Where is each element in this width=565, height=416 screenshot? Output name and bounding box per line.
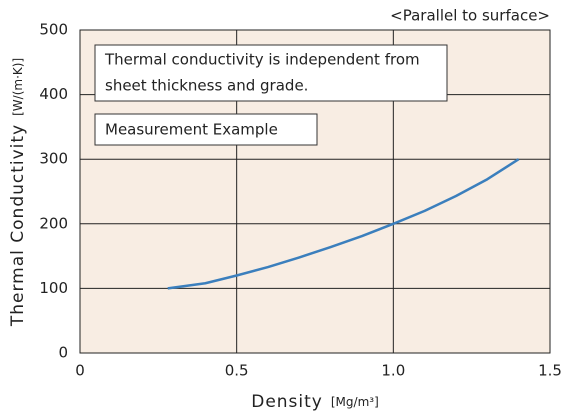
y-axis-label-main: Thermal Conductivity xyxy=(8,124,28,327)
x-tick-label: 0.5 xyxy=(225,362,249,380)
y-axis-label: Thermal Conductivity [W/(m·K)] xyxy=(8,58,28,327)
note-box xyxy=(94,44,448,102)
y-axis-label-unit: [W/(m·K)] xyxy=(11,58,25,116)
x-axis-label-unit: [Mg/m³] xyxy=(331,395,379,409)
annotation-text: Measurement Example xyxy=(105,121,278,139)
x-axis-label: Density [Mg/m³] xyxy=(251,392,379,412)
note-text: sheet thickness and grade. xyxy=(105,77,308,95)
y-tick-label: 500 xyxy=(39,21,68,39)
note-text: Thermal conductivity is independent from xyxy=(104,51,420,69)
y-tick-label: 200 xyxy=(39,214,68,232)
x-axis-label-main: Density xyxy=(251,392,323,412)
y-tick-label: 300 xyxy=(39,150,68,168)
data-line xyxy=(167,158,520,290)
y-tick-label: 400 xyxy=(39,85,68,103)
x-tick-label: 1.0 xyxy=(381,362,405,380)
x-tick-label: 0 xyxy=(75,362,85,380)
chart-title: <Parallel to surface> xyxy=(390,7,550,25)
y-tick-label: 100 xyxy=(39,279,68,297)
x-tick-label: 1.5 xyxy=(538,362,562,380)
y-tick-label: 0 xyxy=(58,344,68,362)
annotation-box xyxy=(94,113,318,146)
